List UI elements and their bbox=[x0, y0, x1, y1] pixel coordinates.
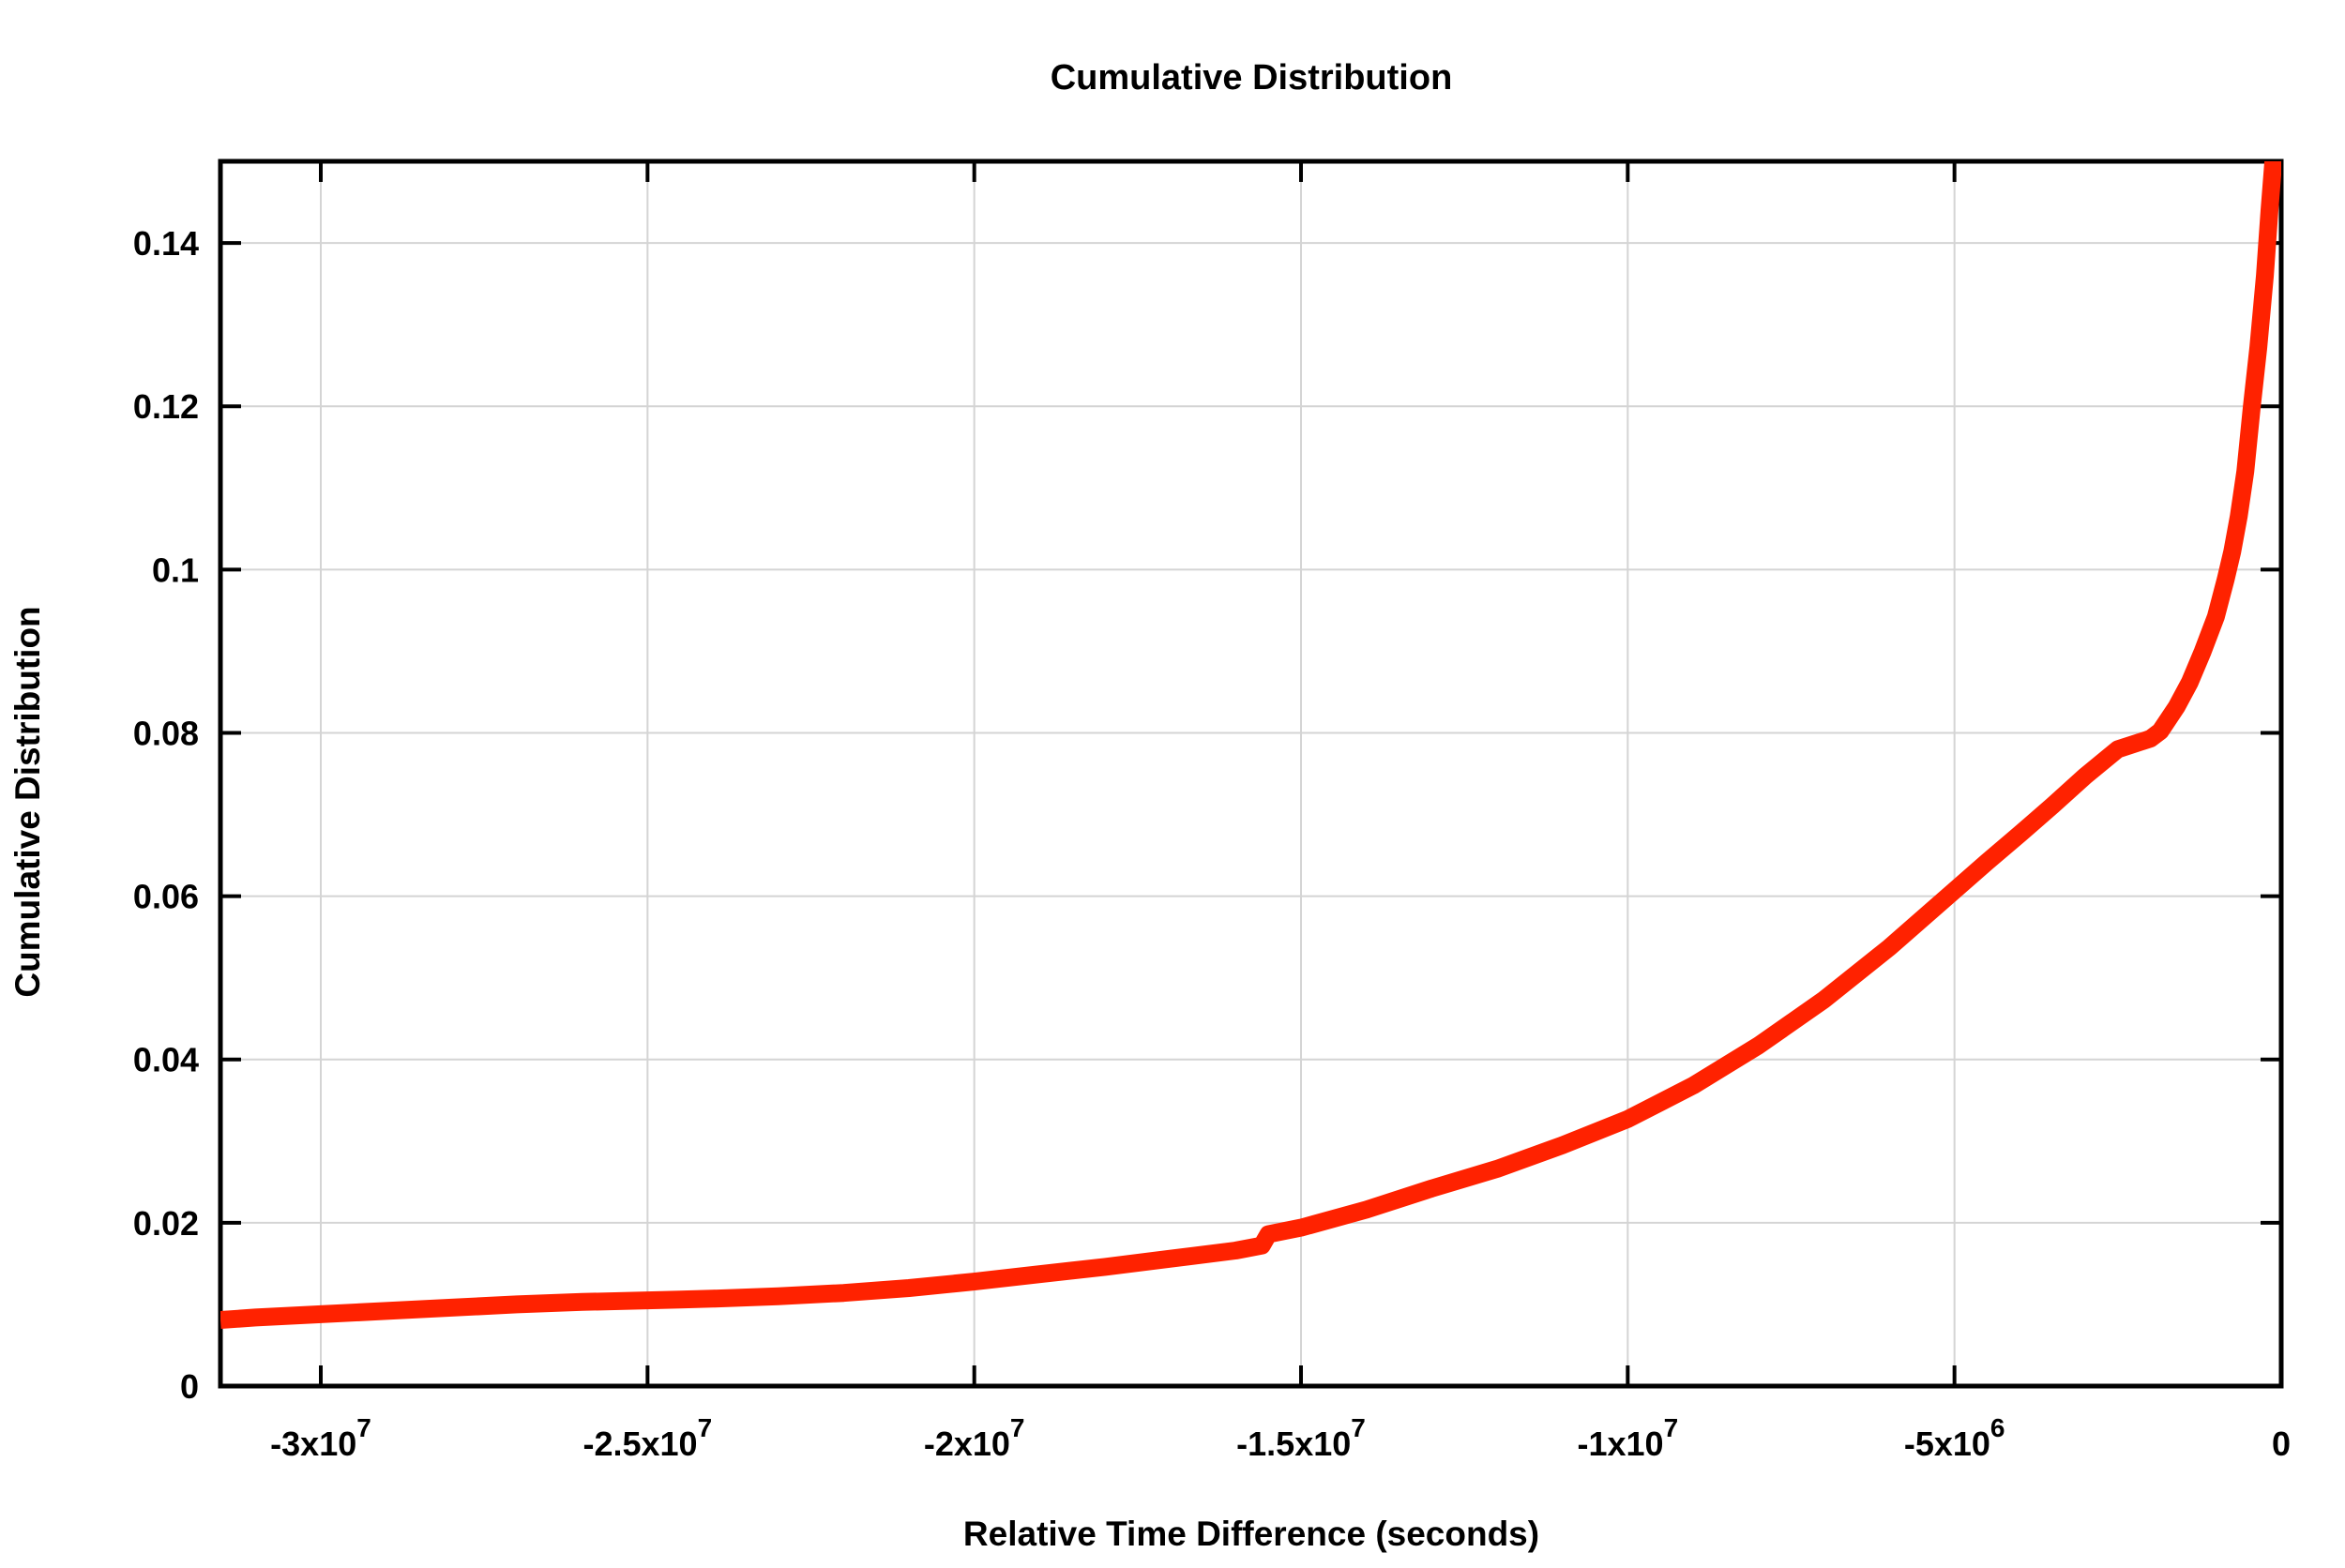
x-tick-label: -2.5x107 bbox=[582, 1413, 712, 1463]
y-tick-label: 0 bbox=[180, 1367, 199, 1406]
plot-border bbox=[218, 158, 2284, 1389]
x-axis-label: Relative Time Difference (seconds) bbox=[963, 1515, 1539, 1553]
x-tick-label: -2x107 bbox=[924, 1413, 1025, 1463]
plot-area: -3x107 -2.5x107 -2x107 -1.5x107 -1x107 -5x106… bbox=[133, 158, 2291, 1463]
y-tick-label: 0.14 bbox=[133, 224, 199, 263]
data-line-cumulative-distribution bbox=[220, 161, 2281, 1329]
y-tick-label: 0.02 bbox=[133, 1204, 199, 1243]
x-tick-label: 0 bbox=[2272, 1425, 2291, 1463]
y-tick-label: 0.1 bbox=[152, 550, 199, 589]
y-tick-label: 0.04 bbox=[133, 1041, 199, 1079]
y-tick-label: 0.06 bbox=[133, 878, 199, 916]
y-axis-label: Cumulative Distribution bbox=[8, 606, 47, 997]
chart-title: Cumulative Distribution bbox=[1051, 58, 1453, 98]
y-tick-label: 0.08 bbox=[133, 714, 199, 752]
x-tick-label: -5x106 bbox=[1904, 1413, 2005, 1463]
y-tick-label: 0.12 bbox=[133, 387, 199, 426]
x-tick-label: -3x107 bbox=[270, 1413, 371, 1463]
x-tick-label: -1x107 bbox=[1578, 1413, 1679, 1463]
x-tick-label: -1.5x107 bbox=[1236, 1413, 1366, 1463]
